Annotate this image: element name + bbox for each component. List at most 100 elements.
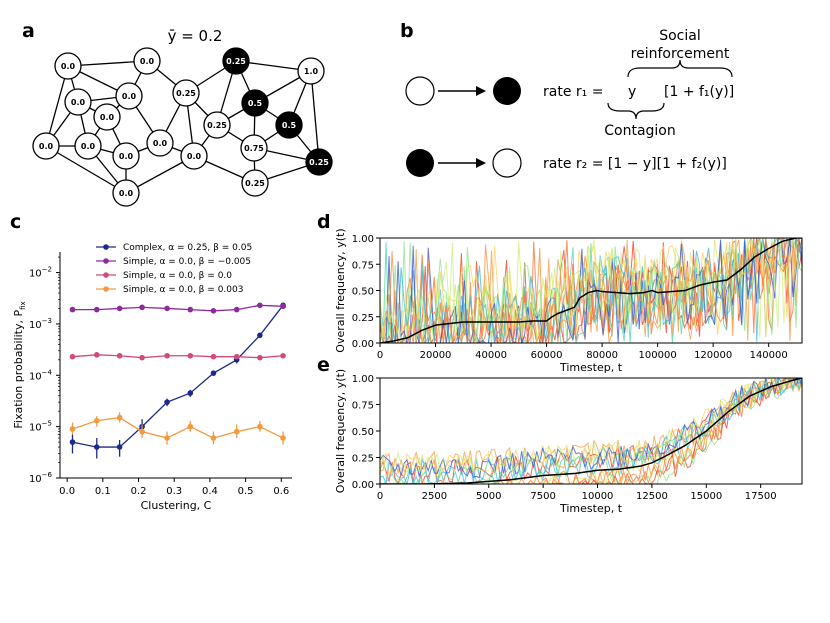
y-axis-label: Overall frequency, y(t): [334, 369, 347, 493]
node-label: 0.25: [207, 121, 227, 130]
x-tick-label: 0.3: [166, 486, 182, 497]
data-point: [139, 355, 145, 361]
legend: Complex, α = 0.25, β = 0.05 Simple, α = 0…: [96, 243, 252, 295]
node-label: 0.0: [61, 62, 76, 71]
data-point: [211, 308, 217, 314]
data-point: [280, 435, 286, 441]
x-tick-label: 5000: [476, 491, 501, 502]
x-axis-label: Timestep, t: [559, 361, 623, 374]
x-tick-label: 0.4: [202, 486, 218, 497]
x-tick-label: 10000: [582, 491, 614, 502]
y-tick-label: 0.00: [352, 480, 374, 491]
network-node: 0.25: [223, 48, 249, 74]
legend-marker: [103, 258, 109, 264]
data-point: [164, 399, 170, 405]
series-line: [72, 305, 283, 447]
network-node: 0.0: [55, 53, 81, 79]
y-tick-label: 0.75: [352, 260, 374, 271]
x-tick-label: 80000: [586, 350, 618, 361]
y-tick-label: 10−5: [29, 420, 52, 434]
y-tick-label: 0.25: [352, 313, 374, 324]
x-tick-label: 12500: [636, 491, 668, 502]
node-label: 0.5: [248, 99, 263, 108]
data-point: [280, 304, 286, 310]
x-tick-label: 60000: [531, 350, 563, 361]
arrow-right-icon: [476, 86, 486, 96]
x-tick-label: 0.5: [238, 486, 254, 497]
chart-d: 0 20000 40000 60000 80000 100000 120000 140000 0…: [334, 228, 802, 374]
contagion-brace: [608, 103, 664, 119]
node-label: 0.25: [245, 179, 265, 188]
series-2: [70, 352, 286, 360]
y-tick-label: 1.00: [352, 234, 374, 245]
data-point: [164, 353, 170, 359]
y-axis-label-main: Fixation probability, P: [12, 310, 25, 429]
data-point: [70, 307, 76, 313]
panel-label-b: b: [400, 20, 414, 42]
x-tick-label: 0.1: [95, 486, 111, 497]
series-3: [70, 412, 286, 444]
data-point: [139, 429, 145, 435]
y-tick-label: 0.75: [352, 401, 374, 412]
y-tick-label: 10−3: [29, 317, 52, 331]
node-label: 0.0: [119, 152, 134, 161]
x-tick-label: 0: [377, 350, 383, 361]
node-label: 0.0: [153, 139, 168, 148]
x-tick-label: 7500: [530, 491, 555, 502]
legend-marker: [103, 272, 109, 278]
x-tick-label: 15000: [690, 491, 722, 502]
network-node: 1.0: [298, 58, 324, 84]
network-node: 0.0: [113, 143, 139, 169]
panel-label-e: e: [317, 354, 330, 376]
network-node: 0.0: [134, 48, 160, 74]
x-tick-label: 0.0: [59, 486, 75, 497]
data-point: [257, 424, 263, 430]
y-axis-label: Fixation probability, Pfix: [12, 301, 27, 428]
legend-label: Simple, α = 0.0, β = 0.0: [123, 271, 232, 281]
network-node: 0.0: [75, 133, 101, 159]
network-node: 0.0: [33, 133, 59, 159]
network-node: 0.0: [65, 89, 91, 115]
legend-label: Simple, α = 0.0, β = 0.003: [123, 285, 243, 295]
node-label: 0.0: [71, 98, 86, 107]
data-point: [257, 303, 263, 309]
legend-marker: [103, 244, 109, 250]
legend-label: Simple, α = 0.0, β = −0.005: [123, 257, 251, 267]
data-point: [257, 333, 263, 339]
node-label: 0.25: [176, 89, 196, 98]
data-point: [117, 353, 123, 359]
panel-label-c: c: [10, 211, 21, 233]
series-line: [72, 418, 283, 438]
legend-marker: [103, 286, 109, 292]
y-tick-label: 10−2: [29, 266, 52, 280]
rate1-y: y: [628, 84, 636, 100]
y-tick-exp: −2: [42, 266, 52, 274]
x-axis-label: Timestep, t: [559, 502, 623, 515]
filled-node-icon: [493, 77, 521, 105]
x-tick-label: 100000: [639, 350, 677, 361]
node-label: 0.25: [309, 158, 329, 167]
node-label: 1.0: [304, 67, 319, 76]
data-point: [70, 439, 76, 445]
panel-label-a: a: [22, 20, 35, 42]
data-point: [187, 424, 193, 430]
y-tick-base: 10: [29, 269, 42, 280]
y-tick-base: 10: [29, 371, 42, 382]
chart-e: 0 2500 5000 7500 10000 12500 15000 17500 0.00 0.2…: [334, 369, 802, 515]
network-nodes: 0.00.00.00.00.00.0 0.0 0.00.00.00.250.251.…: [33, 48, 332, 206]
network-node: 0.5: [276, 112, 302, 138]
data-point: [234, 354, 240, 360]
social-brace: [628, 60, 732, 77]
data-point: [211, 354, 217, 360]
network-node: 0.25: [173, 80, 199, 106]
network-node: 0.5: [242, 90, 268, 116]
node-label: 0.0: [81, 142, 96, 151]
empty-node-icon: [406, 77, 434, 105]
y-tick-label: 0.25: [352, 454, 374, 465]
network-node: 0.25: [306, 149, 332, 175]
y-tick-exp: −6: [42, 471, 53, 479]
network-node: 0.0: [181, 143, 207, 169]
data-point: [257, 355, 263, 361]
node-label: 0.0: [140, 57, 155, 66]
figure-svg: a ȳ = 0.2 0.00.00.00.00.00.0 0.0 0.00.00.0…: [0, 0, 830, 623]
